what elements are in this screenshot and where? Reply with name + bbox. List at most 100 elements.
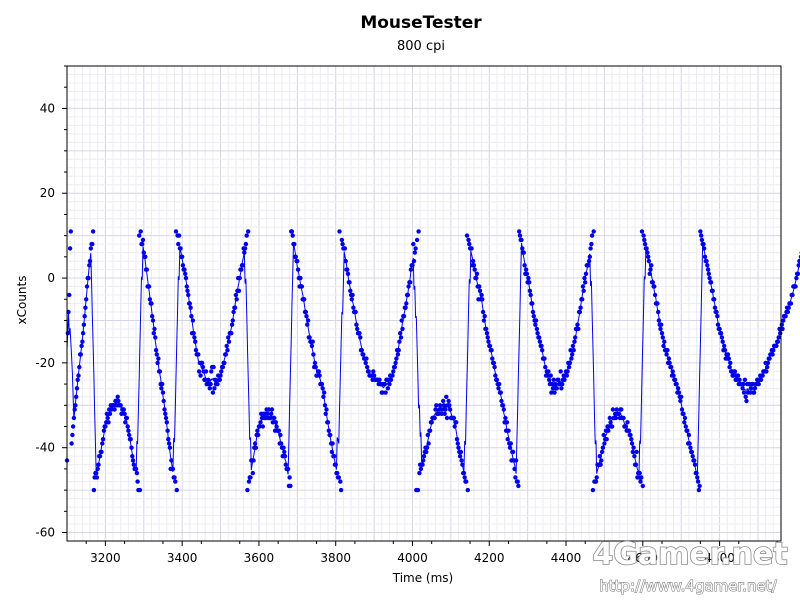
data-point (583, 280, 588, 285)
data-point (549, 390, 554, 395)
data-point (115, 394, 120, 399)
data-point (513, 458, 519, 463)
data-point (138, 229, 143, 234)
data-point (258, 420, 263, 425)
data-point (638, 479, 643, 484)
data-point (129, 445, 134, 450)
data-point (588, 246, 593, 251)
data-point (283, 462, 288, 467)
data-point (398, 335, 404, 340)
axes: 3200 3400 3600 3800 4000 4200 4400 4600 4800 40 20… (35, 65, 782, 565)
data-point (326, 428, 331, 433)
data-point (593, 479, 599, 484)
data-point (540, 348, 545, 353)
data-point (87, 258, 93, 264)
data-point (625, 420, 630, 425)
data-point (332, 454, 337, 459)
data-point (240, 263, 245, 268)
data-point (655, 301, 660, 306)
data-point (467, 241, 472, 247)
data-point (80, 331, 86, 336)
data-point (717, 326, 722, 332)
data-point (731, 373, 736, 378)
data-point (429, 420, 434, 425)
data-point (265, 411, 270, 416)
data-point (676, 390, 682, 395)
data-point (705, 267, 711, 272)
data-point (68, 229, 74, 234)
data-point (166, 437, 171, 442)
data-point (570, 343, 576, 349)
data-point (697, 483, 702, 489)
data-point (392, 364, 397, 370)
data-point (494, 377, 500, 382)
data-point (207, 386, 212, 391)
data-point (695, 475, 700, 480)
data-point (73, 403, 78, 408)
data-point (648, 267, 653, 272)
data-point (517, 233, 523, 238)
data-point (307, 335, 312, 340)
data-point (187, 301, 192, 306)
data-point (433, 407, 438, 412)
data-point (351, 305, 356, 310)
data-point (217, 377, 222, 382)
data-point (78, 352, 84, 357)
data-point (71, 415, 77, 421)
data-point (109, 407, 114, 412)
data-point (591, 229, 596, 234)
data-point (67, 292, 72, 298)
data-point (726, 356, 731, 361)
data-point (404, 301, 409, 306)
data-point (678, 398, 683, 404)
data-point (590, 487, 596, 493)
data-point (206, 377, 211, 382)
data-point (77, 364, 82, 370)
data-point (530, 309, 536, 315)
data-point (130, 454, 135, 459)
data-point (631, 445, 636, 450)
data-point (774, 343, 779, 349)
data-point (388, 377, 394, 382)
data-point (222, 360, 227, 366)
data-point (414, 237, 420, 243)
x-tick-label: 4800 (704, 551, 735, 565)
data-point (198, 373, 203, 378)
data-point (81, 322, 87, 327)
data-point (321, 394, 326, 399)
data-point (319, 381, 325, 387)
data-point (744, 398, 749, 404)
data-point (764, 369, 769, 374)
data-point (520, 246, 525, 251)
data-point (715, 322, 721, 327)
data-point (679, 394, 684, 399)
data-point (510, 449, 516, 455)
data-point (213, 377, 218, 382)
x-tick-label: 3800 (320, 551, 351, 565)
data-point (530, 301, 535, 306)
data-point (546, 377, 552, 382)
data-point (702, 254, 708, 259)
data-point (645, 250, 650, 255)
data-point (503, 415, 508, 421)
data-point (365, 364, 370, 370)
data-point (659, 331, 665, 336)
data-point (391, 369, 396, 374)
data-point (75, 377, 80, 382)
data-point (164, 420, 169, 425)
data-point (107, 411, 113, 416)
data-point (628, 432, 633, 438)
data-point (539, 343, 544, 349)
data-point (441, 398, 446, 404)
data-point (424, 449, 429, 455)
data-point (421, 458, 426, 463)
data-point (630, 449, 635, 455)
data-point (303, 309, 308, 315)
data-point (276, 428, 282, 433)
data-point (403, 305, 408, 310)
data-point (491, 360, 497, 366)
data-point (474, 271, 480, 276)
data-point (174, 487, 179, 493)
data-point (101, 428, 107, 433)
data-point (257, 424, 262, 429)
